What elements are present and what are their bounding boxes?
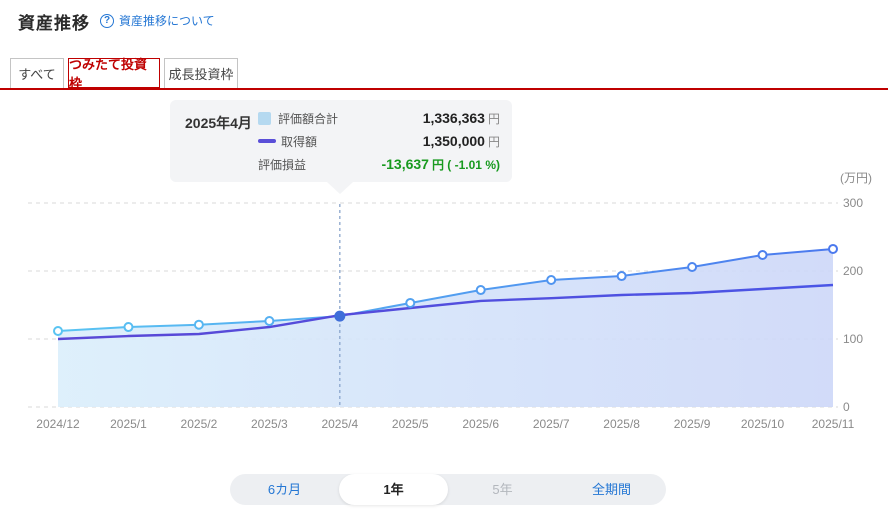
tab-bar: すべて つみたて投資枠 成長投資枠 bbox=[0, 57, 888, 91]
legend-area-swatch bbox=[258, 111, 271, 125]
tooltip-row-unit: 円 bbox=[487, 134, 500, 149]
period-selector: 6カ月 1年 5年 全期間 bbox=[230, 474, 666, 505]
data-point-2025/1[interactable] bbox=[123, 322, 134, 333]
tooltip-row-label: 評価額合計 bbox=[278, 111, 339, 126]
y-tick-label: 0 bbox=[843, 400, 850, 414]
y-tick-label: 200 bbox=[843, 264, 863, 278]
legend-line-swatch bbox=[258, 139, 276, 143]
x-tick-label: 2025/4 bbox=[321, 417, 358, 431]
x-tick-label: 2025/11 bbox=[812, 417, 855, 431]
y-tick-label: 300 bbox=[843, 196, 863, 210]
period-option-1[interactable]: 1年 bbox=[339, 474, 448, 505]
help-link-label: 資産推移について bbox=[119, 14, 215, 28]
tooltip-row-value: 1,336,363 円 bbox=[422, 109, 500, 126]
question-circle-icon: ? bbox=[100, 13, 114, 28]
acquisition-line bbox=[57, 283, 834, 341]
data-point-2025/10[interactable] bbox=[757, 250, 768, 261]
x-tick-label: 2025/1 bbox=[110, 417, 147, 431]
tab-0[interactable]: すべて bbox=[10, 58, 64, 88]
period-option-3[interactable]: 全期間 bbox=[591, 482, 631, 497]
data-point-2025/9[interactable] bbox=[687, 261, 698, 272]
tooltip-row-label: 評価損益 bbox=[258, 157, 307, 172]
tab-2[interactable]: 成長投資枠 bbox=[164, 58, 238, 88]
tab-underline bbox=[0, 88, 888, 90]
y-axis-unit-label: (万円) bbox=[840, 171, 872, 185]
chart-tooltip: 2025年4月 評価額合計 1,336,363 円取得額 1,350,000 円評価損益… bbox=[170, 100, 512, 194]
x-tick-label: 2025/3 bbox=[251, 417, 288, 431]
tooltip-row-2: 評価損益 -13,637 円 ( -1.01 %) bbox=[258, 153, 500, 175]
tooltip-row-unit: 円 ( -1.01 %) bbox=[431, 157, 500, 172]
period-option-2: 5年 bbox=[492, 482, 513, 497]
data-point-2025/4[interactable] bbox=[334, 310, 346, 322]
tooltip-date: 2025年4月 bbox=[185, 115, 252, 131]
x-tick-label: 2025/9 bbox=[674, 417, 711, 431]
data-point-2025/6[interactable] bbox=[475, 285, 486, 296]
x-tick-label: 2025/6 bbox=[462, 417, 499, 431]
x-tick-label: 2025/10 bbox=[741, 417, 785, 431]
tooltip-row-1: 取得額 1,350,000 円 bbox=[258, 130, 500, 152]
x-tick-label: 2025/5 bbox=[392, 417, 429, 431]
x-tick-label: 2024/12 bbox=[36, 417, 80, 431]
tooltip-row-value: 1,350,000 円 bbox=[422, 132, 500, 149]
data-point-2025/5[interactable] bbox=[405, 297, 416, 308]
data-point-2025/8[interactable] bbox=[616, 271, 627, 282]
tooltip-row-unit: 円 bbox=[487, 111, 500, 126]
data-point-2025/2[interactable] bbox=[193, 319, 204, 330]
valuation-area bbox=[58, 249, 833, 407]
tooltip-row-0: 評価額合計 1,336,363 円 bbox=[258, 107, 500, 129]
tooltip-rows: 評価額合計 1,336,363 円取得額 1,350,000 円評価損益 -13,637 円… bbox=[258, 107, 500, 176]
tooltip-row-value: -13,637 円 ( -1.01 %) bbox=[381, 155, 500, 172]
x-tick-label: 2025/2 bbox=[181, 417, 218, 431]
tooltip-caret bbox=[327, 182, 353, 194]
data-point-2025/11[interactable] bbox=[828, 243, 838, 254]
page-title: 資産推移 bbox=[18, 14, 90, 33]
data-point-2024/12[interactable] bbox=[53, 325, 63, 336]
data-point-2025/7[interactable] bbox=[546, 274, 557, 285]
asset-chart[interactable]: 0 100 200 300 (万円) 2024/12 2025/1 2025/2 2025/3 2… bbox=[0, 170, 888, 470]
x-tick-label: 2025/7 bbox=[533, 417, 570, 431]
help-link[interactable]: ? 資産推移について bbox=[100, 12, 215, 29]
tooltip-row-label: 取得額 bbox=[281, 134, 318, 149]
tab-1[interactable]: つみたて投資枠 bbox=[68, 57, 160, 91]
y-tick-label: 100 bbox=[843, 332, 863, 346]
x-tick-label: 2025/8 bbox=[603, 417, 640, 431]
data-point-2025/3[interactable] bbox=[264, 315, 275, 326]
period-option-0[interactable]: 6カ月 bbox=[267, 482, 302, 497]
valuation-line bbox=[57, 248, 834, 332]
